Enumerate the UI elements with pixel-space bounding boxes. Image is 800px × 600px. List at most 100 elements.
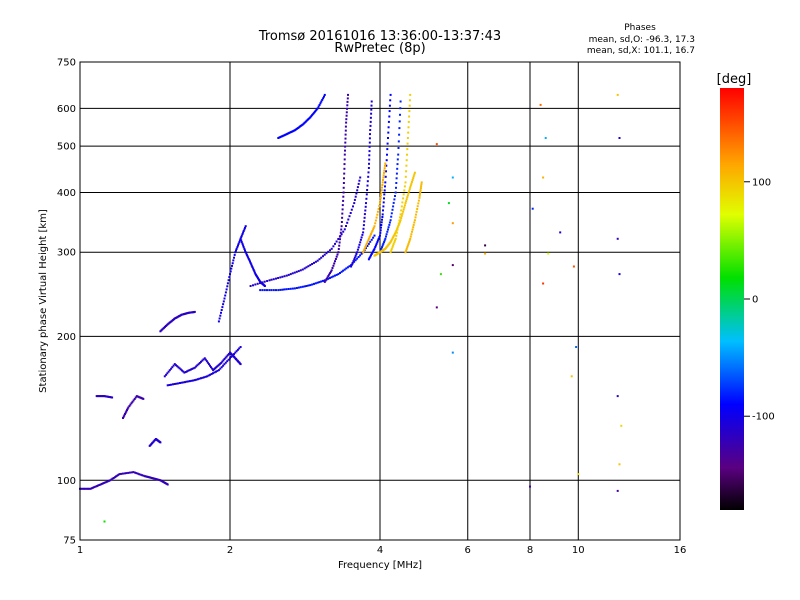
echo-point xyxy=(392,244,395,247)
echo-point xyxy=(397,225,400,228)
echo-point xyxy=(220,311,222,314)
echo-point xyxy=(322,255,324,258)
echo-point xyxy=(168,384,171,386)
echo-point xyxy=(417,199,420,202)
echo-point xyxy=(387,120,390,123)
echo-point xyxy=(354,259,357,262)
echo-point xyxy=(402,208,405,211)
echo-point xyxy=(166,483,169,486)
echo-point xyxy=(259,289,262,292)
echo-point xyxy=(374,219,377,222)
chart-title: Tromsø 20161016 13:36:00-13:37:43 xyxy=(258,29,501,44)
echo-point xyxy=(297,270,300,273)
echo-point xyxy=(370,231,373,234)
echo-point xyxy=(531,207,534,210)
echo-point xyxy=(341,212,344,215)
x-tick-label: 16 xyxy=(674,545,687,556)
echo-point xyxy=(389,99,392,102)
echo-point xyxy=(240,241,243,244)
echo-point xyxy=(246,255,249,258)
x-tick-label: 4 xyxy=(377,545,383,556)
echo-point xyxy=(230,267,233,270)
echo-point xyxy=(398,133,401,136)
echo-point xyxy=(362,231,365,234)
echo-point xyxy=(392,235,395,238)
echo-point xyxy=(330,276,333,279)
echo-point xyxy=(228,276,231,279)
echo-point xyxy=(236,348,239,351)
echo-point xyxy=(289,273,292,276)
echo-point xyxy=(299,269,302,272)
echo-point xyxy=(171,366,174,369)
echo-point xyxy=(380,191,383,194)
echo-point xyxy=(350,265,353,268)
echo-point xyxy=(232,259,235,262)
echo-point xyxy=(383,241,385,244)
echo-point xyxy=(314,109,317,112)
echo-point xyxy=(250,264,253,267)
echo-point xyxy=(376,210,379,213)
echo-point xyxy=(208,363,210,366)
echo-point xyxy=(124,411,127,414)
echo-point xyxy=(227,358,230,361)
echo-point xyxy=(416,205,419,208)
echo-point xyxy=(252,284,254,287)
echo-point xyxy=(361,233,364,236)
echo-point xyxy=(234,251,237,254)
echo-point xyxy=(374,244,377,247)
echo-point xyxy=(196,378,199,381)
echo-point xyxy=(405,198,408,201)
echo-point xyxy=(346,97,349,100)
echo-point xyxy=(346,107,348,110)
echo-point xyxy=(247,257,250,260)
echo-point xyxy=(185,380,188,383)
echo-point xyxy=(343,172,346,175)
echo-point xyxy=(167,370,170,373)
echo-point xyxy=(369,129,372,131)
echo-point xyxy=(419,187,422,190)
echo-point xyxy=(178,367,181,370)
echo-point xyxy=(133,398,136,400)
echo-point xyxy=(343,268,346,271)
echo-point xyxy=(213,371,216,374)
echo-point xyxy=(406,196,409,199)
echo-point xyxy=(484,244,487,247)
echo-point xyxy=(206,375,209,378)
echo-point xyxy=(313,261,315,264)
echo-point xyxy=(396,167,399,170)
echo-point xyxy=(396,158,399,161)
echo-point xyxy=(281,288,284,291)
echo-point xyxy=(342,191,345,194)
echo-point xyxy=(415,213,417,216)
echo-point xyxy=(366,184,369,187)
echo-point xyxy=(407,126,410,129)
echo-point xyxy=(369,116,372,119)
echo-point xyxy=(197,363,200,366)
echo-point xyxy=(394,232,396,235)
echo-point xyxy=(394,195,396,197)
echo-point xyxy=(451,176,454,179)
echo-point xyxy=(343,167,346,170)
echo-point xyxy=(209,364,211,367)
echo-point xyxy=(385,170,387,173)
echo-point xyxy=(399,107,402,110)
echo-point xyxy=(345,121,348,124)
echo-point xyxy=(337,251,340,254)
echo-point xyxy=(299,286,302,289)
echo-point xyxy=(346,221,349,224)
echo-point xyxy=(179,368,182,371)
y-tick-label: 750 xyxy=(57,58,76,69)
echo-point xyxy=(123,472,126,475)
echo-point xyxy=(231,262,234,265)
echo-point xyxy=(392,205,395,208)
echo-point xyxy=(367,237,370,240)
echo-point xyxy=(233,253,236,256)
echo-point xyxy=(379,202,381,205)
echo-point xyxy=(126,407,129,410)
echo-point xyxy=(382,176,385,179)
echo-point xyxy=(334,258,337,260)
echo-point xyxy=(217,369,220,372)
echo-point xyxy=(620,424,623,427)
echo-point xyxy=(375,242,378,245)
echo-point xyxy=(390,215,393,218)
